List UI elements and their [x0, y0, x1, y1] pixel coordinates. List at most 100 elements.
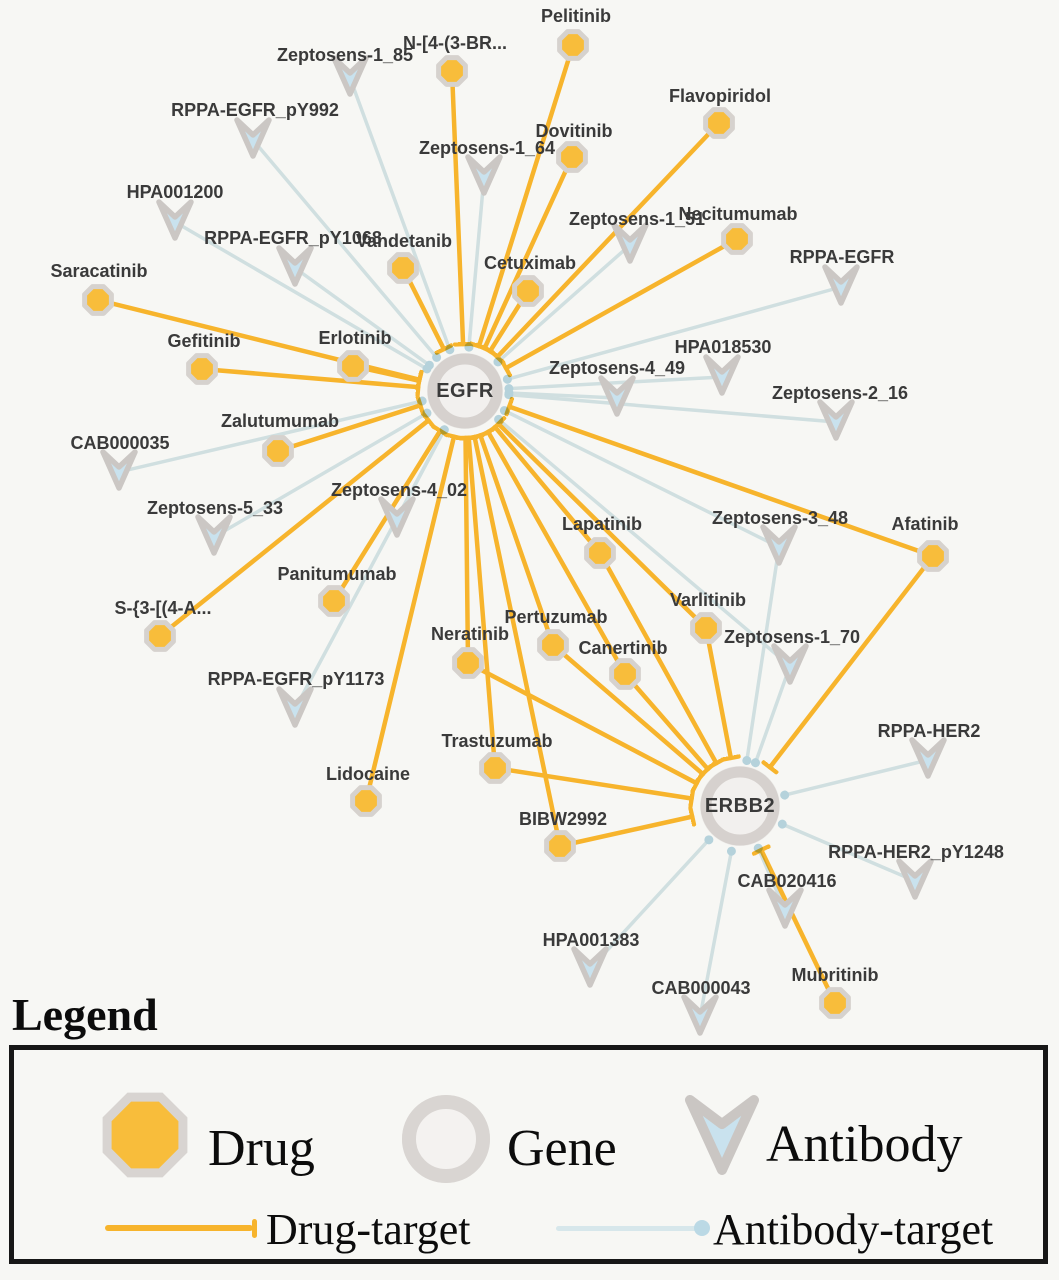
node-label-zeptosens-1-85: Zeptosens-1_85 — [277, 45, 413, 65]
edge-varlitinib-EGFR — [499, 424, 709, 631]
node-label-zeptosens-5-33: Zeptosens-5_33 — [147, 498, 283, 518]
node-label-zeptosens-2-16: Zeptosens-2_16 — [772, 383, 908, 403]
edge-zeptosens-5-33-EGFR — [212, 408, 432, 539]
drug-target-legend-label: Drug-target — [266, 1205, 471, 1254]
edge-canertinib-EGFR — [488, 432, 628, 677]
edge-hpa018530-EGFR — [504, 375, 724, 394]
antibody-node-cab000035[interactable] — [100, 449, 138, 491]
drug-node-mubritinib[interactable] — [819, 987, 851, 1019]
drug-node-varlitinib[interactable] — [690, 612, 722, 644]
edge-varlitinib-ERBB2 — [703, 625, 731, 758]
antibody-node-hpa018530[interactable] — [703, 354, 741, 396]
node-label-saracatinib: Saracatinib — [50, 261, 147, 281]
edge-zeptosens-3-48-EGFR — [499, 406, 781, 549]
node-label-rppa-egfr-py992: RPPA-EGFR_pY992 — [171, 100, 339, 120]
edge-gefitinib-EGFR — [199, 366, 418, 387]
gene-node-erbb2[interactable]: ERBB2 — [700, 766, 780, 846]
node-label-s-3-4-a: S-{3-[(4-A... — [114, 598, 211, 618]
node-label-rppa-egfr: RPPA-EGFR — [790, 247, 895, 267]
drug-node-canertinib[interactable] — [609, 658, 641, 690]
antibody-legend-icon — [685, 1095, 759, 1175]
node-label-zeptosens-4-49: Zeptosens-4_49 — [549, 358, 685, 378]
antibody-node-hpa001383[interactable] — [571, 946, 609, 988]
antibody-node-zeptosens-4-02[interactable] — [378, 496, 416, 538]
antibody-node-rppa-egfr-py1173[interactable] — [276, 686, 314, 728]
node-label-hpa001200: HPA001200 — [127, 182, 224, 202]
drug-node-pelitinib[interactable] — [557, 29, 589, 61]
gene-node-egfr[interactable]: EGFR — [427, 353, 503, 429]
drug-node-bibw2992[interactable] — [544, 830, 576, 862]
drug-node-n-4-3-br[interactable] — [436, 55, 468, 87]
antibody-node-zeptosens-4-49[interactable] — [598, 375, 636, 417]
antibody-node-zeptosens-1-64[interactable] — [465, 154, 503, 196]
antibody-node-zeptosens-2-16[interactable] — [817, 399, 855, 441]
drug-node-s-3-4-a[interactable] — [144, 620, 176, 652]
antibody-node-rppa-egfr-py992[interactable] — [234, 117, 272, 159]
drug-node-cetuximab[interactable] — [512, 275, 544, 307]
drug-node-necitumumab[interactable] — [721, 223, 753, 255]
edge-rppa-her2-py1248-ERBB2 — [777, 819, 917, 883]
drug-node-dovitinib[interactable] — [556, 141, 588, 173]
drug-node-lidocaine[interactable] — [350, 785, 382, 817]
drug-node-vandetanib[interactable] — [387, 252, 419, 284]
drug-target-edge-swatch — [105, 1225, 253, 1231]
drug-node-saracatinib[interactable] — [82, 284, 114, 316]
antibody-target-legend-label: Antibody-target — [713, 1205, 994, 1254]
edge-rppa-egfr-py1068-EGFR — [293, 266, 434, 370]
node-label-panitumumab: Panitumumab — [277, 564, 396, 584]
gene-legend-label: Gene — [507, 1120, 617, 1177]
edge-necitumumab-EGFR — [506, 236, 740, 368]
drug-node-zalutumumab[interactable] — [262, 435, 294, 467]
drug-node-flavopiridol[interactable] — [703, 107, 735, 139]
node-label-cab000035: CAB000035 — [70, 433, 169, 453]
antibody-node-zeptosens-1-70[interactable] — [771, 643, 809, 685]
node-labels: Pelitinib N-[4-(3-BR... Dovitinib Flavopiri… — [50, 6, 1003, 998]
antibody-node-rppa-egfr[interactable] — [822, 264, 860, 306]
drug-node-panitumumab[interactable] — [318, 585, 350, 617]
edge-pertuzumab-ERBB2 — [550, 642, 703, 774]
node-label-cetuximab: Cetuximab — [484, 253, 576, 273]
node-label-pertuzumab: Pertuzumab — [504, 607, 607, 627]
edge-neratinib-ERBB2 — [465, 660, 697, 783]
antibody-node-cab020416[interactable] — [766, 887, 804, 929]
drug-legend-icon — [102, 1092, 188, 1178]
node-label-zeptosens-3-48: Zeptosens-3_48 — [712, 508, 848, 528]
node-label-bibw2992: BIBW2992 — [519, 809, 607, 829]
antibody-node-rppa-egfr-py1068[interactable] — [276, 245, 314, 287]
antibody-node-zeptosens-3-48[interactable] — [760, 524, 798, 566]
antibody-legend-label: Antibody — [766, 1116, 963, 1173]
drug-node-trastuzumab[interactable] — [479, 752, 511, 784]
antibody-node-rppa-her2[interactable] — [909, 737, 947, 779]
antibody-target-dot-icon — [694, 1220, 710, 1236]
drug-node-neratinib[interactable] — [452, 647, 484, 679]
edge-zeptosens-4-49-EGFR — [504, 388, 619, 400]
antibody-node-hpa001200[interactable] — [156, 199, 194, 241]
edge-trastuzumab-EGFR — [469, 438, 498, 771]
antibody-node-zeptosens-1-85[interactable] — [331, 55, 369, 97]
antibody-node-cab000043[interactable] — [681, 994, 719, 1036]
node-label-zeptosens-1-64: Zeptosens-1_64 — [419, 138, 555, 158]
drug-node-pertuzumab[interactable] — [537, 629, 569, 661]
edge-rppa-egfr-EGFR — [502, 285, 843, 384]
antibody-node-zeptosens-1-51[interactable] — [611, 222, 649, 264]
node-label-varlitinib: Varlitinib — [670, 590, 746, 610]
drug-node-erlotinib[interactable] — [337, 350, 369, 382]
node-label-vandetanib: Vandetanib — [356, 231, 452, 251]
edge-dovitinib-EGFR — [485, 154, 575, 348]
edge-flavopiridol-EGFR — [497, 120, 722, 357]
drug-node-lapatinib[interactable] — [584, 537, 616, 569]
edge-lapatinib-ERBB2 — [597, 550, 716, 763]
drug-node-gefitinib[interactable] — [186, 353, 218, 385]
edge-rppa-egfr-py992-EGFR — [251, 138, 442, 362]
edge-zeptosens-1-70-EGFR — [494, 414, 792, 668]
node-label-erlotinib: Erlotinib — [319, 328, 392, 348]
antibody-node-zeptosens-5-33[interactable] — [195, 514, 233, 556]
node-label-hpa001383: HPA001383 — [543, 930, 640, 950]
antibody-node-rppa-her2-py1248[interactable] — [896, 858, 934, 900]
edge-pelitinib-EGFR — [479, 42, 576, 346]
edge-afatinib-ERBB2 — [770, 553, 936, 767]
edge-trastuzumab-ERBB2 — [492, 765, 692, 798]
drug-node-afatinib[interactable] — [917, 540, 949, 572]
